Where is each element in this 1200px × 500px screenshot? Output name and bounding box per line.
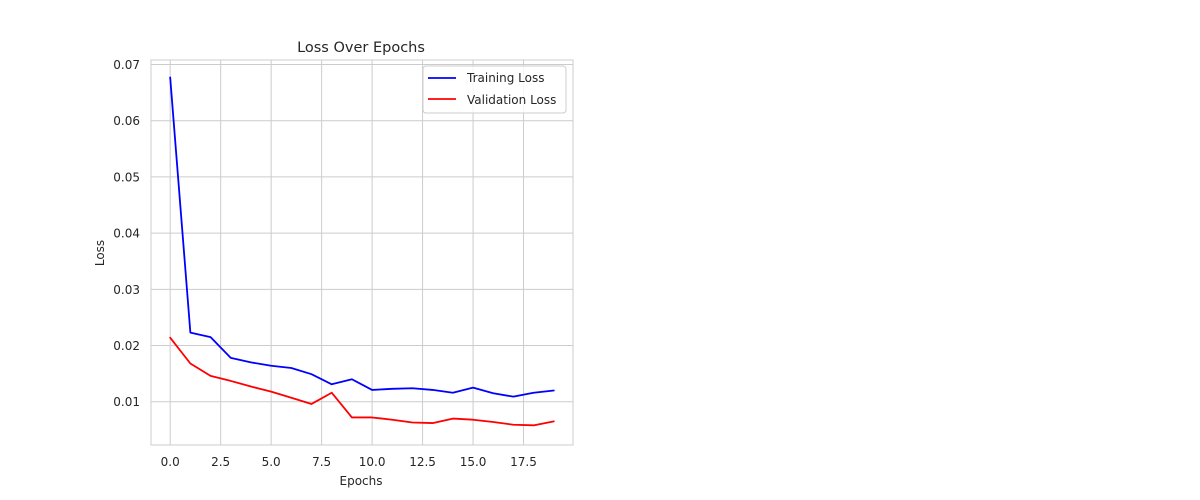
- legend-training-loss-label: Training Loss: [466, 71, 544, 85]
- y-tick-label: 0.05: [113, 170, 140, 184]
- y-tick-label: 0.03: [113, 283, 140, 297]
- plot-area: [151, 60, 573, 445]
- x-tick-label: 12.5: [409, 455, 436, 469]
- y-tick-label: 0.04: [113, 227, 140, 241]
- y-tick-label: 0.01: [113, 395, 140, 409]
- x-tick-label: 2.5: [211, 455, 230, 469]
- x-tick-label: 10.0: [359, 455, 386, 469]
- x-axis-label: Epochs: [340, 474, 383, 488]
- x-tick-label: 5.0: [262, 455, 281, 469]
- legend-validation-loss-label: Validation Loss: [467, 93, 556, 107]
- x-tick-label: 17.5: [510, 455, 537, 469]
- chart-title: Loss Over Epochs: [297, 40, 425, 56]
- x-tick-labels: 0.0 2.5 5.0 7.5 10.0 12.5 15.0 17.5: [161, 455, 537, 469]
- y-tick-label: 0.02: [113, 339, 140, 353]
- grid-lines: [151, 60, 573, 445]
- legend-box: [422, 65, 567, 114]
- y-tick-label: 0.06: [113, 114, 140, 128]
- training-loss-line: [169, 76, 555, 398]
- y-tick-labels: 0.01 0.02 0.03 0.04 0.05 0.06 0.07: [113, 58, 140, 409]
- legend: Training Loss Validation Loss: [422, 65, 567, 114]
- plot-frame: [150, 59, 574, 446]
- y-axis-label: Loss: [93, 240, 107, 266]
- x-tick-label: 7.5: [312, 455, 331, 469]
- series-layer: [169, 76, 555, 427]
- validation-loss-line: [169, 336, 555, 427]
- y-tick-label: 0.07: [113, 58, 140, 72]
- x-tick-label: 0.0: [161, 455, 180, 469]
- x-tick-label: 15.0: [460, 455, 487, 469]
